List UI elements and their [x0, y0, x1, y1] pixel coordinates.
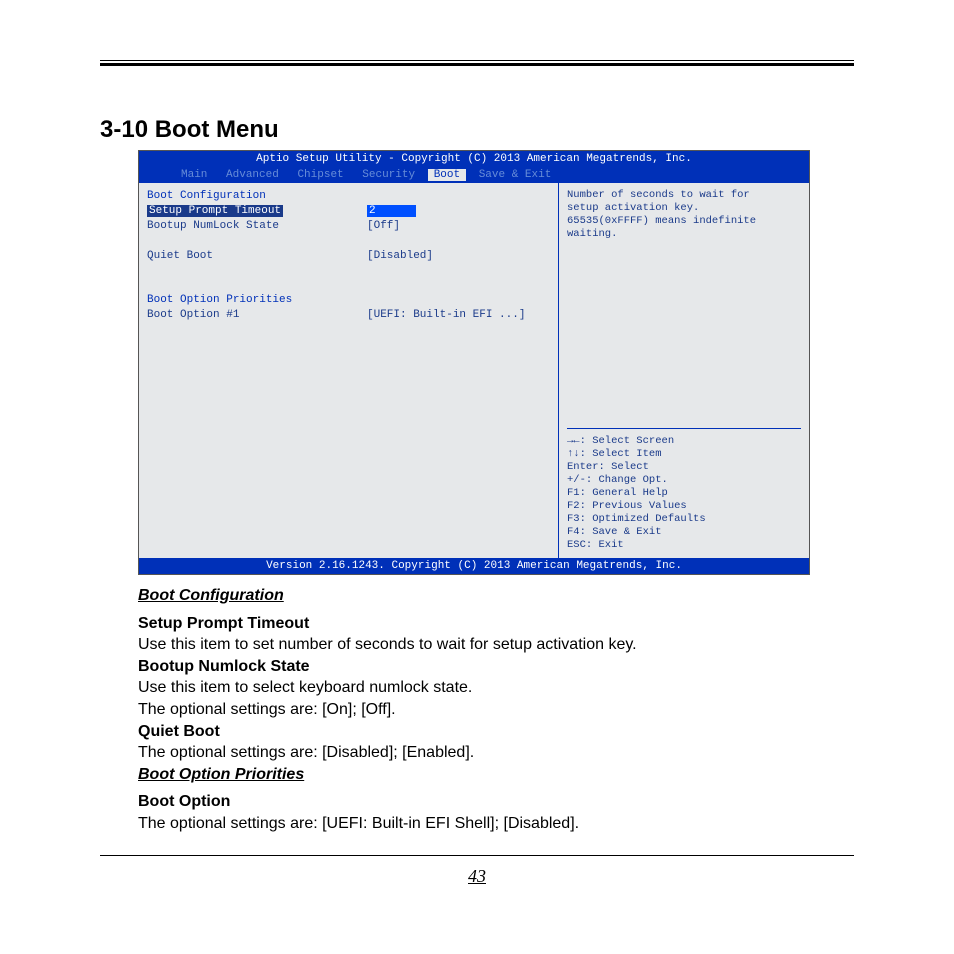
setup-prompt-heading: Setup Prompt Timeout [138, 613, 810, 635]
help-key: Enter: Select [567, 461, 801, 474]
tab-advanced[interactable]: Advanced [220, 169, 285, 181]
help-key: →←: Select Screen [567, 435, 801, 448]
setup-prompt-label: Setup Prompt Timeout [147, 205, 283, 217]
bottom-rule [100, 855, 854, 856]
help-line: setup activation key. [567, 202, 801, 215]
boot-config-header: Boot Configuration [147, 189, 367, 203]
doc-body: Boot Configuration Setup Prompt Timeout … [138, 585, 810, 835]
bios-help-panel: Number of seconds to wait for setup acti… [559, 183, 809, 558]
bios-body: Boot Configuration Setup Prompt Timeout … [139, 183, 809, 558]
help-key: +/-: Change Opt. [567, 474, 801, 487]
help-key: ↑↓: Select Item [567, 448, 801, 461]
help-key: F2: Previous Values [567, 500, 801, 513]
boot-option-desc: The optional settings are: [UEFI: Built-… [138, 813, 810, 835]
setup-prompt-desc: Use this item to set number of seconds t… [138, 634, 810, 656]
boot-option-heading: Boot Option [138, 791, 810, 813]
setup-prompt-value: 2 [367, 205, 416, 217]
tab-security[interactable]: Security [356, 169, 421, 181]
boot-config-heading: Boot Configuration [138, 585, 810, 607]
page-title: 3-10 Boot Menu [100, 116, 854, 144]
help-key: ESC: Exit [567, 539, 801, 552]
quiet-boot-value: [Disabled] [367, 249, 550, 263]
bios-screenshot: Aptio Setup Utility - Copyright (C) 2013… [138, 150, 810, 575]
help-description: Number of seconds to wait for setup acti… [567, 189, 801, 241]
quiet-boot-label: Quiet Boot [147, 249, 367, 263]
help-key: F4: Save & Exit [567, 526, 801, 539]
tab-chipset[interactable]: Chipset [291, 169, 349, 181]
boot-priorities-heading: Boot Option Priorities [138, 764, 810, 786]
row-boot-option-1[interactable]: Boot Option #1 [UEFI: Built-in EFI ...] [147, 308, 550, 322]
tab-save-exit[interactable]: Save & Exit [473, 169, 558, 181]
numlock-label: Bootup NumLock State [147, 219, 367, 233]
help-line: waiting. [567, 228, 801, 241]
help-key: F1: General Help [567, 487, 801, 500]
row-quiet-boot[interactable]: Quiet Boot [Disabled] [147, 249, 550, 263]
help-line: 65535(0xFFFF) means indefinite [567, 215, 801, 228]
top-rule [100, 60, 854, 66]
page-number: 43 [100, 866, 854, 887]
bios-left-panel: Boot Configuration Setup Prompt Timeout … [139, 183, 559, 558]
bios-header: Aptio Setup Utility - Copyright (C) 2013… [139, 151, 809, 167]
tab-boot[interactable]: Boot [428, 169, 466, 181]
help-line: Number of seconds to wait for [567, 189, 801, 202]
boot-option1-value: [UEFI: Built-in EFI ...] [367, 308, 550, 322]
boot-option1-label: Boot Option #1 [147, 308, 367, 322]
quiet-boot-heading: Quiet Boot [138, 721, 810, 743]
row-numlock[interactable]: Bootup NumLock State [Off] [147, 219, 550, 233]
row-setup-prompt[interactable]: Setup Prompt Timeout 2 [147, 204, 550, 218]
bios-tabs: Main Advanced Chipset Security Boot Save… [139, 167, 809, 183]
tab-main[interactable]: Main [175, 169, 213, 181]
numlock-heading: Bootup Numlock State [138, 656, 810, 678]
bios-footer: Version 2.16.1243. Copyright (C) 2013 Am… [139, 558, 809, 574]
numlock-desc1: Use this item to select keyboard numlock… [138, 677, 810, 699]
help-keys: →←: Select Screen ↑↓: Select Item Enter:… [567, 428, 801, 552]
numlock-value: [Off] [367, 219, 550, 233]
help-key: F3: Optimized Defaults [567, 513, 801, 526]
quiet-boot-desc: The optional settings are: [Disabled]; [… [138, 742, 810, 764]
boot-priorities-header: Boot Option Priorities [147, 293, 367, 307]
numlock-desc2: The optional settings are: [On]; [Off]. [138, 699, 810, 721]
